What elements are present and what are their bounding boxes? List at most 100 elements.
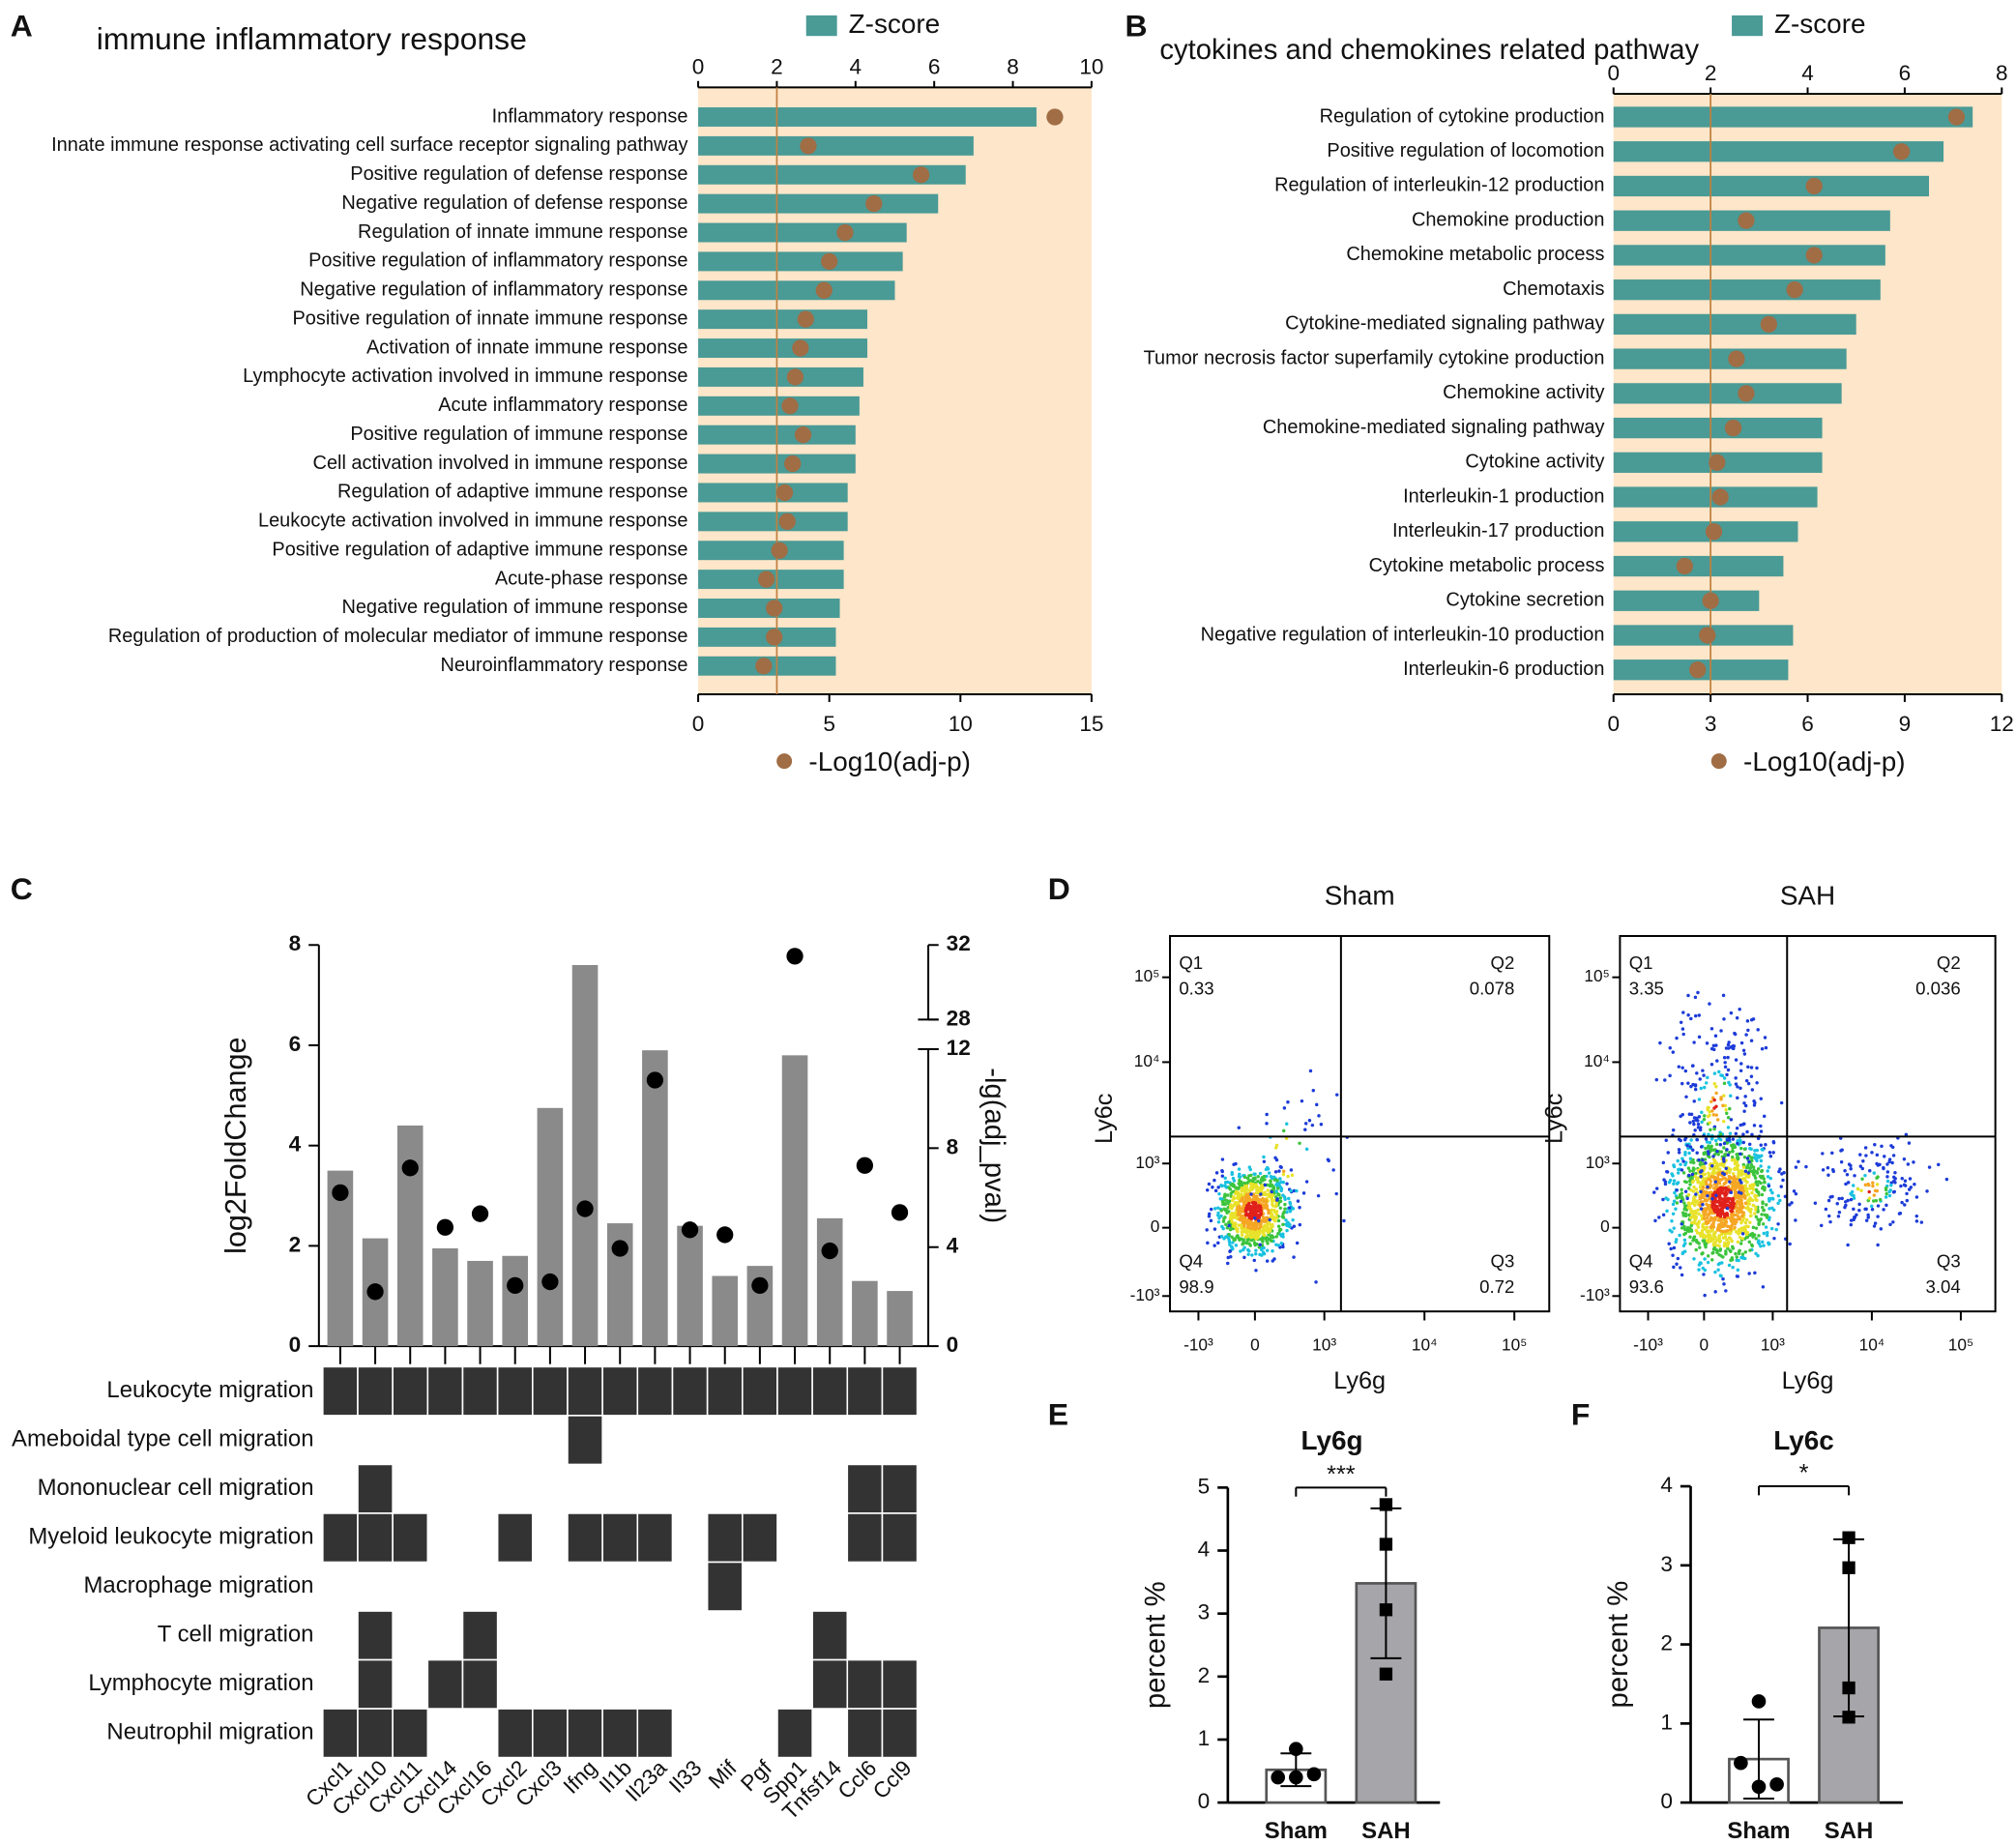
event-dot	[1753, 1153, 1757, 1157]
point	[1306, 1767, 1322, 1782]
event-dot	[1705, 1041, 1709, 1045]
event-dot	[1849, 1222, 1854, 1227]
event-dot	[1734, 1076, 1738, 1080]
event-dot	[1903, 1203, 1907, 1207]
x2-tick-label: 0	[1607, 712, 1620, 736]
category-label: Acute-phase response	[495, 568, 688, 589]
event-dot	[1728, 1248, 1732, 1252]
event-dot	[1733, 1191, 1738, 1195]
event-dot	[1746, 1065, 1750, 1069]
matrix-cell	[322, 1708, 359, 1759]
event-dot	[1768, 1215, 1771, 1219]
event-dot	[1710, 1109, 1714, 1113]
event-dot	[1794, 1218, 1797, 1222]
event-dot	[1714, 1085, 1718, 1089]
category-label: Chemotaxis	[1503, 278, 1604, 300]
event-dot	[1760, 1205, 1765, 1210]
matrix-cell	[567, 1512, 603, 1564]
event-dot	[1857, 1208, 1861, 1213]
event-dot	[1298, 1206, 1301, 1210]
event-dot	[1671, 1202, 1676, 1207]
event-dot	[1287, 1206, 1292, 1210]
matrix-cell	[881, 1463, 919, 1514]
event-dot	[1681, 1159, 1685, 1163]
event-dot	[1715, 1118, 1720, 1122]
dot	[1711, 488, 1729, 506]
event-dot	[1870, 1204, 1874, 1209]
event-dot	[1855, 1213, 1858, 1217]
event-dot	[1748, 1184, 1752, 1187]
legend-dot	[776, 753, 793, 770]
event-dot	[1867, 1189, 1871, 1194]
dot	[1046, 108, 1064, 126]
y-tick-label: 10³	[1135, 1153, 1159, 1172]
event-dot	[1694, 1192, 1698, 1196]
event-dot	[1263, 1183, 1268, 1187]
event-dot	[1887, 1189, 1891, 1194]
point	[1842, 1531, 1855, 1544]
matrix-cell	[496, 1708, 534, 1759]
event-dot	[1261, 1229, 1266, 1234]
matrix-cell	[357, 1610, 394, 1661]
event-dot	[1226, 1193, 1230, 1197]
event-dot	[1250, 1235, 1255, 1239]
event-dot	[1708, 1204, 1712, 1208]
category-label: Acute inflammatory response	[438, 395, 687, 416]
event-dot	[1736, 1174, 1740, 1179]
event-dot	[1846, 1243, 1850, 1247]
event-dot	[1711, 1043, 1716, 1048]
bar	[396, 1125, 424, 1347]
event-dot	[1711, 1113, 1716, 1117]
event-dot	[1269, 1215, 1273, 1218]
bar	[698, 309, 868, 330]
event-dot	[1766, 1175, 1770, 1179]
event-dot	[1217, 1216, 1221, 1220]
term-label: Ameboidal type cell migration	[12, 1425, 313, 1451]
event-dot	[1714, 1193, 1718, 1198]
event-dot	[1705, 1202, 1709, 1207]
event-dot	[1671, 1174, 1675, 1178]
event-dot	[1852, 1207, 1855, 1212]
event-dot	[1721, 1201, 1726, 1205]
y2-tick-label: 12	[947, 1036, 971, 1060]
event-dot	[1693, 1013, 1698, 1018]
plot-background	[698, 87, 1092, 694]
event-dot	[1681, 1171, 1686, 1175]
event-dot	[1779, 1185, 1783, 1188]
panel-letter: B	[1125, 9, 1147, 44]
event-dot	[1763, 1181, 1767, 1185]
event-dot	[1741, 1132, 1745, 1136]
event-dot	[1756, 1167, 1761, 1171]
event-dot	[1748, 1186, 1753, 1190]
event-dot	[1708, 1121, 1711, 1125]
event-dot	[1680, 1187, 1683, 1192]
x-tick-label: 2	[1705, 61, 1717, 85]
x2-tick-label: 5	[823, 712, 835, 736]
event-dot	[1726, 1185, 1731, 1188]
y-tick-label: 3	[1660, 1552, 1673, 1576]
dot	[541, 1273, 559, 1291]
event-dot	[1676, 1256, 1680, 1261]
panel-letter: F	[1571, 1397, 1591, 1432]
dot	[775, 483, 794, 502]
event-dot	[1685, 1196, 1689, 1201]
event-dot	[1703, 1239, 1707, 1243]
event-dot	[1707, 1105, 1710, 1110]
event-dot	[1680, 1191, 1684, 1195]
event-dot	[1728, 1201, 1733, 1205]
event-dot	[1292, 1255, 1296, 1259]
x-tick-label: SAH	[1361, 1818, 1411, 1844]
event-dot	[1699, 1189, 1703, 1194]
event-dot	[1863, 1146, 1868, 1150]
event-dot	[1706, 1193, 1709, 1198]
event-dot	[1887, 1193, 1892, 1198]
event-dot	[1700, 1228, 1705, 1233]
event-dot	[1304, 1147, 1309, 1152]
event-dot	[1689, 1160, 1693, 1164]
point	[1751, 1694, 1767, 1709]
event-dot	[1265, 1112, 1269, 1117]
event-dot	[1912, 1160, 1915, 1164]
bar	[698, 251, 903, 272]
event-dot	[1716, 1163, 1720, 1168]
